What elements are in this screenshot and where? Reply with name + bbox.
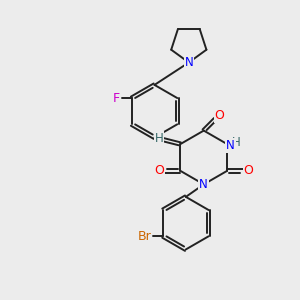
Text: F: F (112, 92, 119, 104)
Text: H: H (155, 132, 164, 145)
Text: N: N (184, 56, 193, 69)
Text: N: N (200, 178, 208, 191)
Text: O: O (244, 164, 254, 177)
Text: H: H (232, 136, 241, 149)
Text: Br: Br (138, 230, 152, 243)
Text: N: N (226, 139, 235, 152)
Text: O: O (214, 109, 224, 122)
Text: O: O (154, 164, 164, 177)
